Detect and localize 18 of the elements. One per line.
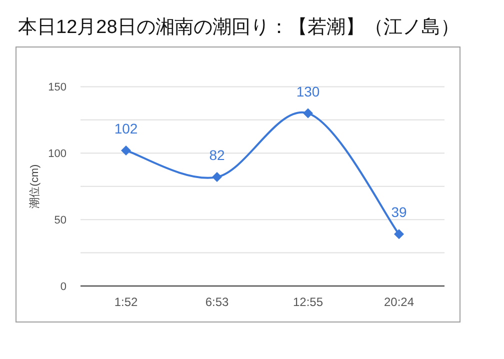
x-tick-label: 1:52 (114, 295, 138, 309)
x-tick-label: 12:55 (292, 295, 324, 309)
y-tick-label: 50 (54, 214, 66, 227)
chart-title: 本日12月28日の湘南の潮回り：【若潮】（江ノ島） (18, 17, 460, 38)
x-tick-label: 6:53 (205, 295, 229, 309)
y-tick-label: 100 (48, 148, 66, 160)
data-label: 130 (296, 83, 320, 100)
point (212, 172, 222, 182)
point (394, 229, 404, 240)
point (303, 108, 313, 118)
y-tick-label: 0 (60, 281, 66, 293)
x-tick-label: 20:24 (384, 295, 414, 309)
data-label: 39 (391, 204, 407, 220)
data-label: 82 (209, 147, 225, 164)
y-axis-title: 潮位(cm) (28, 164, 41, 208)
y-tick-label: 150 (48, 82, 66, 94)
point (121, 145, 131, 156)
data-label: 102 (114, 120, 138, 136)
